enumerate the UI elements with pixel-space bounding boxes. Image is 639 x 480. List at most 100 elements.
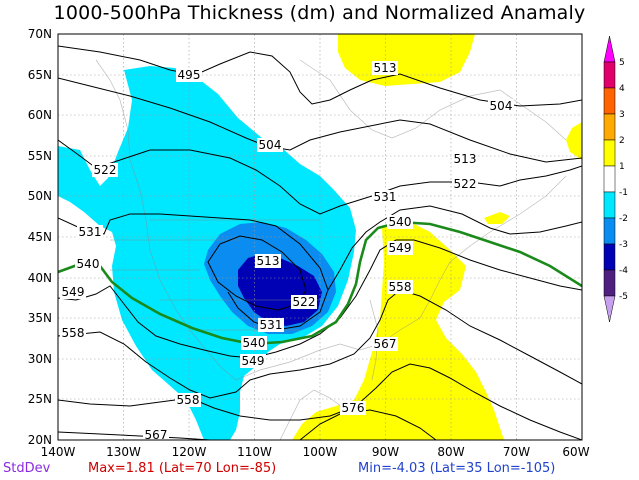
svg-text:522: 522 xyxy=(293,295,316,309)
svg-text:567: 567 xyxy=(145,428,168,442)
lon-label: 80W xyxy=(437,445,464,459)
contour-label: 522 xyxy=(92,163,118,177)
colorbar-label: -2 xyxy=(619,214,628,224)
colorbar-label: 5 xyxy=(619,58,625,68)
contour-label: 531 xyxy=(372,190,398,204)
svg-text:513: 513 xyxy=(454,152,477,166)
lon-label: 120W xyxy=(172,445,207,459)
svg-text:504: 504 xyxy=(490,99,513,113)
svg-text:531: 531 xyxy=(260,318,283,332)
colorbar-label: 1 xyxy=(619,162,625,172)
contour-label: 513 xyxy=(255,254,281,268)
colorbar-swatch xyxy=(603,191,616,219)
lat-label: 60N xyxy=(28,108,52,122)
colorbar-legend: 5 4 3 2 1 -1 -2 -3 -4 -5 xyxy=(603,35,628,323)
colorbar-label: -5 xyxy=(619,292,628,302)
svg-text:549: 549 xyxy=(62,285,85,299)
colorbar-label: 4 xyxy=(619,84,625,94)
svg-text:531: 531 xyxy=(374,190,397,204)
lat-label: 30N xyxy=(28,352,52,366)
svg-text:531: 531 xyxy=(79,225,102,239)
contour-label: 549 xyxy=(240,354,266,368)
contour-label: 531 xyxy=(258,318,284,332)
colorbar-swatch xyxy=(603,269,616,297)
svg-text:549: 549 xyxy=(389,241,412,255)
contour-label: 567 xyxy=(372,337,398,351)
lat-label: 35N xyxy=(28,311,52,325)
svg-text:540: 540 xyxy=(77,257,100,271)
contour-label: 513 xyxy=(452,152,478,166)
contour-label: 522 xyxy=(291,295,317,309)
lon-label: 60W xyxy=(562,445,589,459)
colorbar-label: 2 xyxy=(619,136,625,146)
contour-label: 576 xyxy=(340,401,366,415)
lat-label: 45N xyxy=(28,230,52,244)
lat-label: 65N xyxy=(28,68,52,82)
svg-text:540: 540 xyxy=(243,336,266,350)
contour-label: 504 xyxy=(488,99,514,113)
contour-label: 540 xyxy=(387,215,413,229)
map-frame xyxy=(57,33,583,441)
contour-label: 558 xyxy=(60,326,86,340)
map-title: 1000-500hPa Thickness (dm) and Normalize… xyxy=(53,2,586,24)
grid-lines xyxy=(58,34,582,440)
contour-label: 567 xyxy=(143,428,169,442)
contour-labels: 495 504 504 513 513 513 522 522 522 531 … xyxy=(60,61,514,442)
svg-text:558: 558 xyxy=(389,280,412,294)
svg-text:495: 495 xyxy=(178,68,201,82)
contour-label: 504 xyxy=(257,138,283,152)
colorbar-swatch xyxy=(603,61,616,89)
lon-label: 110W xyxy=(237,445,272,459)
lat-label: 50N xyxy=(28,189,52,203)
contour-540-highlight xyxy=(58,220,582,346)
negative-anomaly-level1 xyxy=(58,66,356,440)
contour-label: 558 xyxy=(387,280,413,294)
svg-text:513: 513 xyxy=(257,254,280,268)
lon-label: 140W xyxy=(41,445,76,459)
lon-label: 70W xyxy=(503,445,530,459)
lat-label: 25N xyxy=(28,392,52,406)
svg-text:558: 558 xyxy=(62,326,85,340)
colorbar-label: 3 xyxy=(619,110,625,120)
svg-text:549: 549 xyxy=(242,354,265,368)
svg-text:522: 522 xyxy=(94,163,117,177)
contour-label: 522 xyxy=(452,177,478,191)
contour-label: 549 xyxy=(387,241,413,255)
svg-text:558: 558 xyxy=(177,393,200,407)
svg-text:504: 504 xyxy=(259,138,282,152)
colorbar-swatch xyxy=(603,243,616,271)
latitude-axis: 70N 65N 60N 55N 50N 45N 40N 35N 30N 25N … xyxy=(28,27,52,447)
colorbar-swatch xyxy=(603,165,616,193)
colorbar-label: -1 xyxy=(619,188,628,198)
max-value-text: Max=1.81 (Lat=70 Lon=-85) xyxy=(88,461,277,476)
lon-label: 100W xyxy=(303,445,338,459)
colorbar-swatch xyxy=(603,87,616,115)
lat-label: 55N xyxy=(28,149,52,163)
colorbar-top-arrow xyxy=(603,35,616,63)
positive-anomaly-great-lakes-small xyxy=(484,212,510,224)
colorbar-swatch xyxy=(603,217,616,245)
contour-label: 495 xyxy=(176,68,202,82)
colorbar-swatch xyxy=(603,113,616,141)
longitude-axis: 140W 130W 120W 110W 100W 90W 80W 70W 60W xyxy=(41,445,590,459)
lat-label: 20N xyxy=(28,433,52,447)
lat-label: 70N xyxy=(28,27,52,41)
colorbar-label: -3 xyxy=(619,240,628,250)
svg-text:513: 513 xyxy=(374,61,397,75)
lon-label: 130W xyxy=(106,445,141,459)
colorbar-swatch xyxy=(603,139,616,167)
lat-label: 40N xyxy=(28,271,52,285)
svg-text:576: 576 xyxy=(342,401,365,415)
contour-label: 540 xyxy=(241,336,267,350)
positive-anomaly-east-edge xyxy=(566,122,582,160)
stddev-label: StdDev xyxy=(3,461,51,476)
contour-label: 513 xyxy=(372,61,398,75)
lon-label: 90W xyxy=(372,445,399,459)
contour-label: 540 xyxy=(75,257,101,271)
min-value-text: Min=-4.03 (Lat=35 Lon=-105) xyxy=(358,461,556,476)
svg-text:567: 567 xyxy=(374,337,397,351)
colorbar-label: -4 xyxy=(619,266,628,276)
svg-text:540: 540 xyxy=(389,215,412,229)
colorbar-bottom-arrow xyxy=(603,295,616,323)
coastlines xyxy=(95,59,567,440)
